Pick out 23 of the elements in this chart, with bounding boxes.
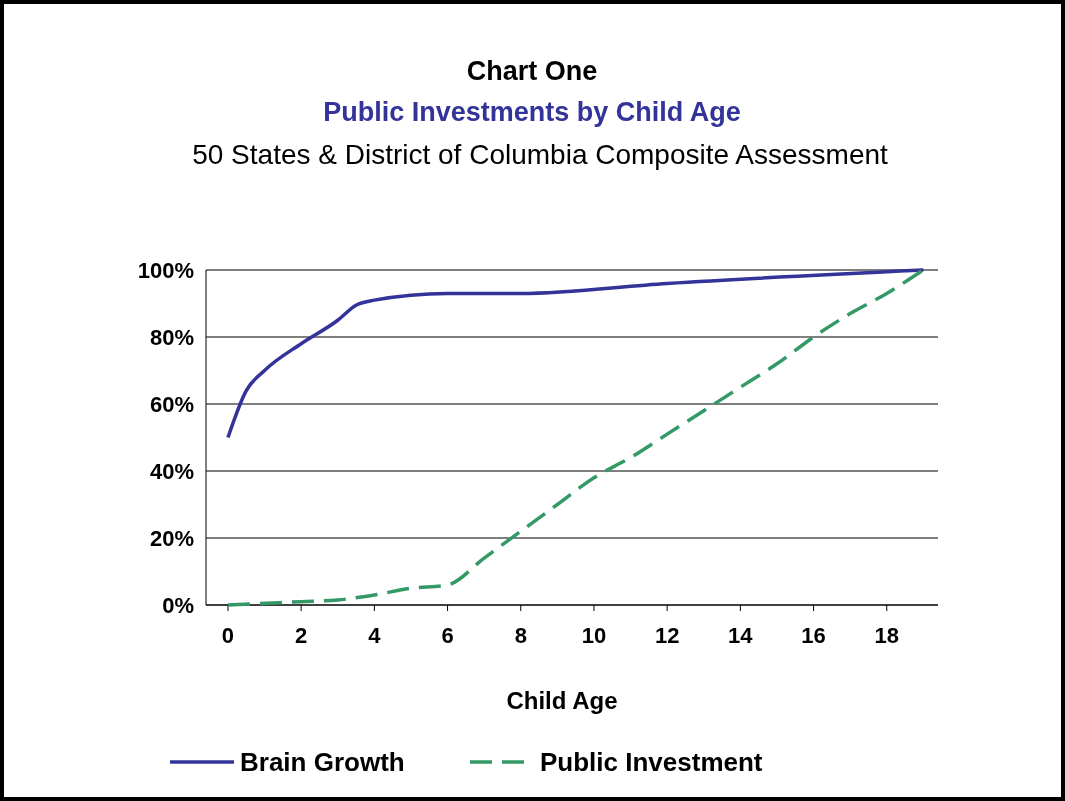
y-tick-label: 60% (149, 391, 194, 417)
y-tick-label: 20% (149, 525, 194, 551)
x-tick-label: 16 (801, 623, 826, 648)
chart-title: Chart One (466, 56, 598, 86)
x-tick-label: 0 (221, 623, 235, 648)
x-tick-label: 18 (874, 623, 899, 648)
y-tick-label: 80% (149, 324, 194, 350)
x-axis-title: Child Age (506, 687, 618, 714)
y-tick-label: 0% (162, 592, 194, 618)
x-tick-label: 4 (368, 623, 382, 648)
line-series (226, 268, 926, 440)
y-tick-label: 40% (149, 458, 194, 484)
x-tick-label: 6 (441, 623, 454, 648)
x-tick-label: 14 (728, 623, 754, 648)
x-tick-label: 2 (295, 623, 308, 648)
legend-label: Brain Growth (240, 747, 405, 778)
legend-label: Public Investment (540, 747, 763, 778)
x-tick-label: 12 (654, 623, 680, 648)
chart-subtitle: Public Investments by Child Age (323, 97, 741, 127)
x-tick-label: 10 (581, 623, 607, 648)
x-tick-label: 8 (514, 623, 527, 648)
text: 50 States & District of Columbia Composite Assessment (192, 139, 889, 170)
y-tick-label: 100% (137, 257, 194, 283)
